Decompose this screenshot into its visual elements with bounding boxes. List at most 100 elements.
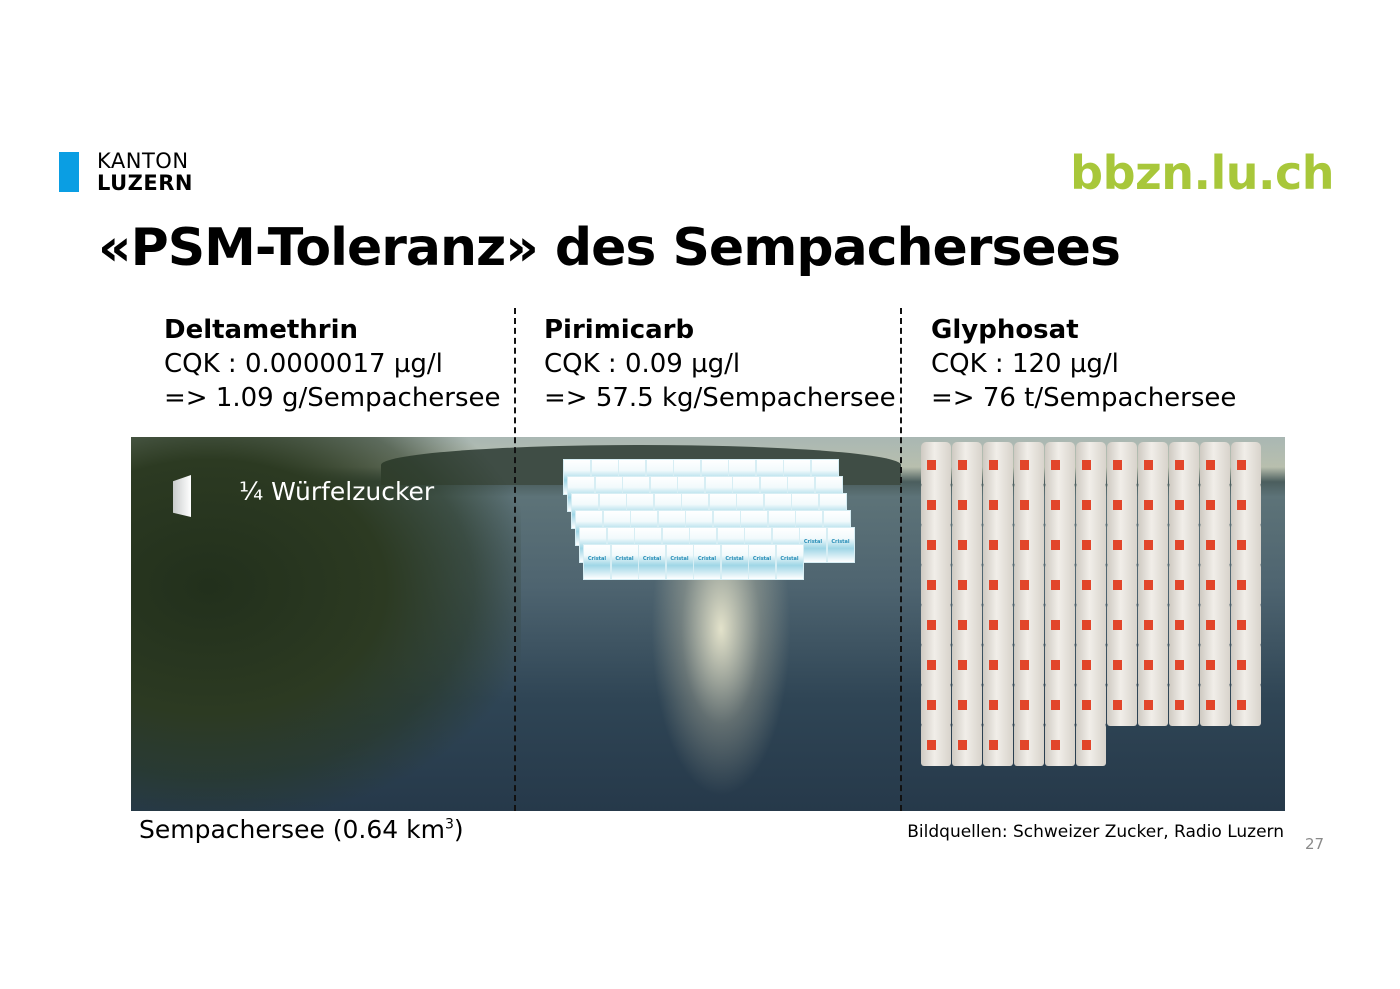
swiss-cross-label-icon <box>1206 620 1215 630</box>
bulk-bag <box>983 682 1013 726</box>
swiss-cross-label-icon <box>958 540 967 550</box>
sugar-brand-label: Cristal <box>587 556 607 562</box>
page-number: 27 <box>1305 835 1325 853</box>
swiss-cross-label-icon <box>1020 500 1029 510</box>
swiss-cross-label-icon <box>989 740 998 750</box>
bulk-bag <box>1138 562 1168 606</box>
bulk-bag <box>1107 562 1137 606</box>
swiss-cross-label-icon <box>1206 500 1215 510</box>
sugar-pack: Cristal <box>583 544 611 580</box>
bulk-bag <box>1200 682 1230 726</box>
bulk-bag <box>1045 602 1075 646</box>
bulk-bag <box>1045 722 1075 766</box>
swiss-cross-label-icon <box>1082 620 1091 630</box>
swiss-cross-label-icon <box>989 580 998 590</box>
bulk-bag <box>1014 722 1044 766</box>
sun-reflection <box>651 557 791 797</box>
column-divider <box>514 308 516 811</box>
bulk-bag <box>1076 642 1106 686</box>
bulk-bag <box>1014 642 1044 686</box>
bulk-bag <box>1014 682 1044 726</box>
bulk-bag <box>1231 442 1261 486</box>
bulk-bag <box>1200 602 1230 646</box>
bulk-bag <box>952 722 982 766</box>
swiss-cross-label-icon <box>1237 580 1246 590</box>
sugar-brand-label: Cristal <box>670 556 689 562</box>
swiss-cross-label-icon <box>1082 660 1091 670</box>
sugar-pack: Cristal <box>826 527 855 563</box>
caption-text: Sempachersee (0.64 km <box>139 815 445 844</box>
brand-url: bbzn.lu.ch <box>1070 146 1334 200</box>
column-glyphosat: Glyphosat CQK : 120 µg/l => 76 t/Sempach… <box>931 313 1236 415</box>
swiss-cross-label-icon <box>1051 700 1060 710</box>
sugar-brand-label: Cristal <box>615 556 634 562</box>
swiss-cross-label-icon <box>927 740 936 750</box>
swiss-cross-label-icon <box>958 580 967 590</box>
swiss-cross-label-icon <box>989 700 998 710</box>
bulk-bag <box>1076 442 1106 486</box>
lake-amount: => 76 t/Sempachersee <box>931 383 1237 413</box>
swiss-cross-label-icon <box>1082 500 1091 510</box>
lake-amount: => 57.5 kg/Sempachersee <box>544 383 896 413</box>
bulk-bag <box>1045 482 1075 526</box>
lake-amount: => 1.09 g/Sempachersee <box>164 383 501 413</box>
bulk-bag <box>983 642 1013 686</box>
swiss-cross-label-icon <box>989 500 998 510</box>
swiss-cross-label-icon <box>958 500 967 510</box>
bulk-bag <box>1169 682 1199 726</box>
swiss-cross-label-icon <box>1144 660 1153 670</box>
swiss-cross-label-icon <box>1051 460 1060 470</box>
swiss-cross-label-icon <box>1206 660 1215 670</box>
swiss-cross-label-icon <box>927 660 936 670</box>
logo-line2: LUZERN <box>97 171 194 195</box>
swiss-cross-label-icon <box>1082 700 1091 710</box>
sugar-pack: Cristal <box>665 544 694 580</box>
bulk-bag <box>1231 522 1261 566</box>
bulk-bag <box>1169 522 1199 566</box>
bulk-bag <box>1138 682 1168 726</box>
bulk-bag <box>921 442 951 486</box>
swiss-cross-label-icon <box>1082 540 1091 550</box>
bulk-bag <box>1107 442 1137 486</box>
swiss-cross-label-icon <box>1175 540 1184 550</box>
bulk-bag <box>921 562 951 606</box>
bulk-bag <box>1045 522 1075 566</box>
swiss-cross-label-icon <box>958 660 967 670</box>
bulk-bag <box>952 522 982 566</box>
swiss-cross-label-icon <box>1206 460 1215 470</box>
bulk-bag <box>952 602 982 646</box>
swiss-cross-label-icon <box>927 700 936 710</box>
swiss-cross-label-icon <box>1144 620 1153 630</box>
bulk-bag <box>1200 482 1230 526</box>
bulk-bag <box>983 442 1013 486</box>
swiss-cross-label-icon <box>989 540 998 550</box>
bulk-bag <box>1138 642 1168 686</box>
swiss-cross-label-icon <box>1082 460 1091 470</box>
bulk-bag <box>921 522 951 566</box>
sugar-brand-label: Cristal <box>780 556 799 562</box>
bulk-bag <box>1138 602 1168 646</box>
bulk-bag <box>952 442 982 486</box>
bulk-bag <box>1014 522 1044 566</box>
swiss-cross-label-icon <box>927 500 936 510</box>
swiss-cross-label-icon <box>1020 660 1029 670</box>
swiss-cross-label-icon <box>1051 580 1060 590</box>
kanton-logo-bar <box>59 152 79 192</box>
bulk-bag <box>1231 682 1261 726</box>
swiss-cross-label-icon <box>1113 580 1122 590</box>
bulk-bag <box>952 682 982 726</box>
bulk-bag <box>1231 482 1261 526</box>
sugar-pack: Cristal <box>610 544 639 580</box>
lake-photo: ¼ Würfelzucker Cristal Cristal Cristal Cris… <box>131 437 1285 811</box>
swiss-cross-label-icon <box>1237 460 1246 470</box>
bulk-bag <box>1138 522 1168 566</box>
swiss-cross-label-icon <box>1144 460 1153 470</box>
swiss-cross-label-icon <box>1237 620 1246 630</box>
bulk-bag <box>1200 522 1230 566</box>
bulk-bag <box>983 482 1013 526</box>
sugar-brand-label: Cristal <box>803 539 823 545</box>
bulk-bags <box>921 442 1271 787</box>
swiss-cross-label-icon <box>1175 500 1184 510</box>
logo-line1: KANTON <box>97 149 189 173</box>
bulk-bag <box>952 482 982 526</box>
